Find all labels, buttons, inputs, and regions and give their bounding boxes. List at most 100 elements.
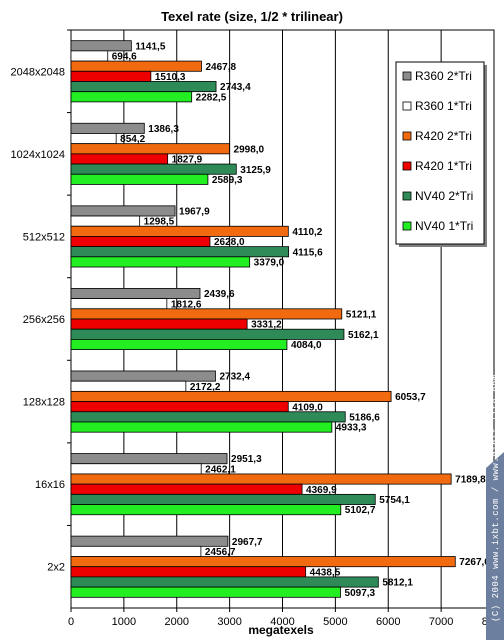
bar: [70, 318, 248, 330]
x-tick-label: 6000: [376, 616, 400, 628]
data-label: 3125,9: [240, 165, 271, 176]
x-tick-label: 2000: [165, 616, 189, 628]
legend-label: NV40 1*Tri: [415, 219, 473, 233]
bar: [70, 163, 237, 175]
bar: [70, 298, 168, 310]
bar: [70, 256, 251, 268]
x-tick-label: 0: [68, 616, 74, 628]
data-label: 2439,6: [204, 289, 235, 300]
x-tick-label: 3000: [217, 616, 241, 628]
data-label: 4369,9: [306, 485, 337, 496]
bar: [70, 453, 228, 465]
category-label: 128x128: [23, 397, 65, 409]
data-label: 4084,0: [291, 340, 322, 351]
bar: [70, 338, 288, 350]
bar: [70, 215, 141, 227]
legend-swatch: [402, 131, 412, 141]
bar: [70, 225, 289, 237]
bar: [70, 205, 176, 217]
legend-swatch: [402, 161, 412, 171]
data-label: 2998,0: [234, 144, 265, 155]
chart-title: Texel rate (size, 1/2 * trilinear): [161, 9, 343, 24]
legend: R360 2*Tri R360 1*Tri R420 2*Tri R420 1*Tri…: [395, 61, 487, 247]
data-label: 854,2: [120, 134, 145, 145]
bar: [70, 556, 456, 568]
data-label: 1510,3: [155, 72, 186, 83]
bar: [70, 173, 209, 185]
legend-label: R360 2*Tri: [415, 69, 472, 83]
data-label: 2456,7: [205, 547, 236, 558]
bar: [70, 81, 217, 93]
bar: [70, 143, 230, 155]
bar: [70, 463, 202, 475]
bar: [70, 535, 229, 547]
data-label: 2732,4: [219, 372, 250, 383]
bar: [70, 370, 216, 382]
legend-swatch: [402, 221, 412, 231]
data-label: 1812,6: [171, 299, 202, 310]
data-label: 2951,3: [231, 454, 262, 465]
category-label: 512x512: [23, 231, 65, 243]
data-label: 4438,5: [310, 567, 341, 578]
legend-label: R420 1*Tri: [415, 159, 472, 173]
data-label: 1967,9: [179, 207, 210, 218]
data-label: 3379,0: [254, 258, 285, 269]
bar: [70, 308, 343, 320]
data-label: 694,6: [112, 52, 137, 63]
bar: [70, 390, 392, 402]
bar: [70, 483, 303, 495]
data-label: 3331,2: [251, 320, 282, 331]
legend-swatch: [402, 101, 412, 111]
data-label: 1827,9: [172, 155, 203, 166]
data-label: 5102,7: [345, 505, 376, 516]
bar: [70, 493, 376, 505]
legend-swatch: [402, 191, 412, 201]
bar: [70, 473, 452, 485]
x-tick-label: 7000: [429, 616, 453, 628]
legend-swatch: [402, 71, 412, 81]
bar: [70, 566, 307, 578]
data-label: 4110,2: [292, 227, 322, 238]
data-label: 6053,7: [395, 392, 426, 403]
data-label: 5097,3: [345, 588, 376, 599]
bar: [70, 287, 201, 299]
x-tick-label: 4000: [270, 616, 294, 628]
bar: [70, 91, 193, 103]
data-label: 2172,2: [190, 382, 221, 393]
data-label: 2282,5: [196, 92, 227, 103]
data-label: 7189,8: [455, 475, 486, 486]
legend-label: NV40 2*Tri: [415, 189, 473, 203]
data-label: 2467,8: [205, 62, 236, 73]
legend-label: R420 2*Tri: [415, 129, 472, 143]
bar: [70, 411, 346, 423]
watermark-text: (C) 2004 www.ixbt.com / www.digit-life.c…: [491, 374, 501, 622]
watermark: (C) 2004 www.ixbt.com / www.digit-life.c…: [486, 374, 504, 640]
data-label: 4933,3: [336, 423, 367, 434]
data-label: 1386,3: [148, 124, 179, 135]
bar: [70, 380, 187, 392]
data-label: 2462,1: [205, 464, 236, 475]
bar: [70, 545, 202, 557]
category-label: 16x16: [35, 479, 65, 491]
x-axis-label: megatexels: [248, 623, 314, 637]
data-label: 2628,0: [214, 237, 245, 248]
bar: [70, 122, 145, 134]
data-label: 5754,1: [379, 495, 410, 506]
bar: [70, 504, 342, 516]
x-tick-label: 5000: [323, 616, 347, 628]
bar: [70, 60, 202, 72]
data-label: 2967,7: [232, 537, 263, 548]
data-label: 5162,1: [348, 330, 379, 341]
bar: [70, 236, 211, 248]
data-label: 7267,6: [459, 557, 490, 568]
bar: [70, 576, 379, 588]
bar: [70, 133, 117, 145]
legend-box: [395, 61, 485, 245]
data-label: 2743,4: [220, 82, 251, 93]
legend-label: R360 1*Tri: [415, 99, 472, 113]
category-label: 1024x1024: [11, 149, 65, 161]
data-label: 5812,1: [382, 578, 413, 589]
data-label: 4109,0: [292, 402, 323, 413]
